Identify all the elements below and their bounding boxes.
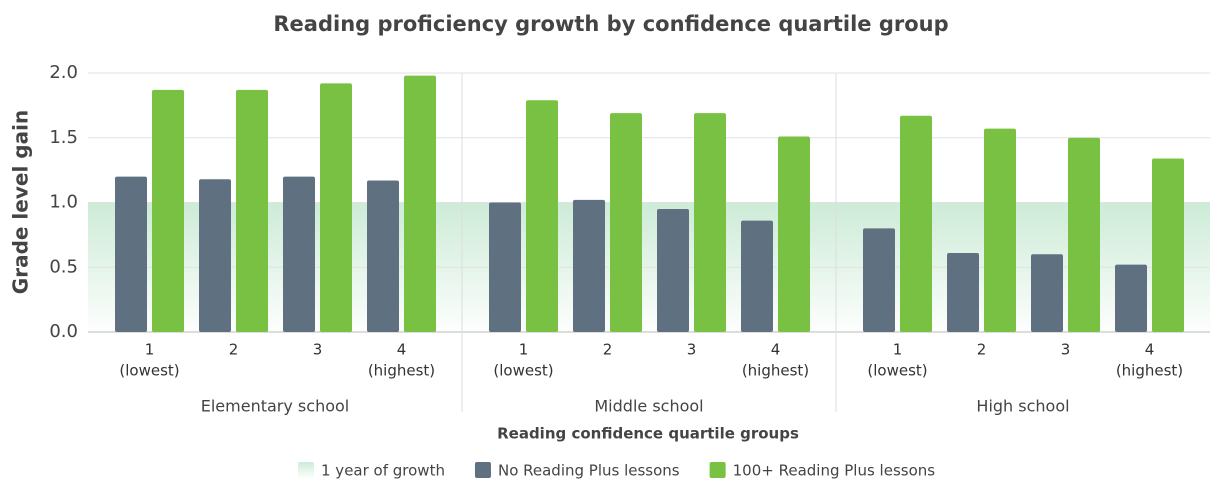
legend-swatch xyxy=(709,462,726,478)
group-label: Middle school xyxy=(594,397,703,416)
x-tick-label: (lowest) xyxy=(867,362,927,380)
chart-title: Reading proficiency growth by confidence… xyxy=(273,12,948,36)
bar xyxy=(152,89,184,333)
x-tick-label: 1 xyxy=(145,341,155,359)
x-tick-label: 2 xyxy=(229,341,239,359)
x-tick-label: 3 xyxy=(313,341,323,359)
bar xyxy=(573,199,605,332)
x-tick-label: 4 xyxy=(397,341,407,359)
x-tick-label: 4 xyxy=(1145,341,1155,359)
bar xyxy=(694,113,726,333)
bar xyxy=(657,208,689,332)
bar xyxy=(1031,254,1063,332)
bar xyxy=(984,128,1016,332)
bar xyxy=(741,220,773,332)
y-tick-label: 1.5 xyxy=(49,127,78,148)
bar xyxy=(778,136,810,332)
x-tick-label: (highest) xyxy=(368,362,435,380)
x-tick-label: 3 xyxy=(1061,341,1071,359)
bar xyxy=(236,89,268,333)
bar xyxy=(404,75,436,332)
bar xyxy=(1068,137,1100,332)
x-tick-label: (lowest) xyxy=(493,362,553,380)
y-tick-label: 2.0 xyxy=(49,62,78,83)
legend-label: No Reading Plus lessons xyxy=(498,462,680,480)
group-label: Elementary school xyxy=(201,397,349,416)
group-label: High school xyxy=(976,397,1069,416)
legend-label: 1 year of growth xyxy=(321,462,445,480)
x-tick-label: 1 xyxy=(519,341,529,359)
bar xyxy=(1115,264,1147,332)
y-tick-label: 1.0 xyxy=(49,192,78,213)
bar xyxy=(320,83,352,332)
x-tick-label: (lowest) xyxy=(119,362,179,380)
x-axis-title: Reading confidence quartile groups xyxy=(497,425,799,443)
bar xyxy=(526,100,558,332)
x-tick-label: 3 xyxy=(687,341,697,359)
legend-label: 100+ Reading Plus lessons xyxy=(733,462,936,480)
bar xyxy=(199,179,231,332)
bar xyxy=(900,115,932,332)
bar xyxy=(489,202,521,332)
x-tick-label: (highest) xyxy=(1116,362,1183,380)
bar xyxy=(283,176,315,332)
x-tick-label: 2 xyxy=(977,341,987,359)
legend-swatch xyxy=(298,462,314,478)
bar xyxy=(115,176,147,332)
x-tick-label: 1 xyxy=(893,341,903,359)
bar xyxy=(863,228,895,332)
x-tick-label: 4 xyxy=(771,341,781,359)
x-tick-label: 2 xyxy=(603,341,613,359)
y-axis-title: Grade level gain xyxy=(9,110,33,294)
legend-swatch xyxy=(474,462,491,478)
y-tick-label: 0.0 xyxy=(49,321,78,342)
bar xyxy=(610,113,642,333)
y-tick-label: 0.5 xyxy=(49,256,78,277)
x-tick-label: (highest) xyxy=(742,362,809,380)
bar xyxy=(1152,158,1184,332)
bar xyxy=(367,180,399,332)
bar xyxy=(947,253,979,332)
